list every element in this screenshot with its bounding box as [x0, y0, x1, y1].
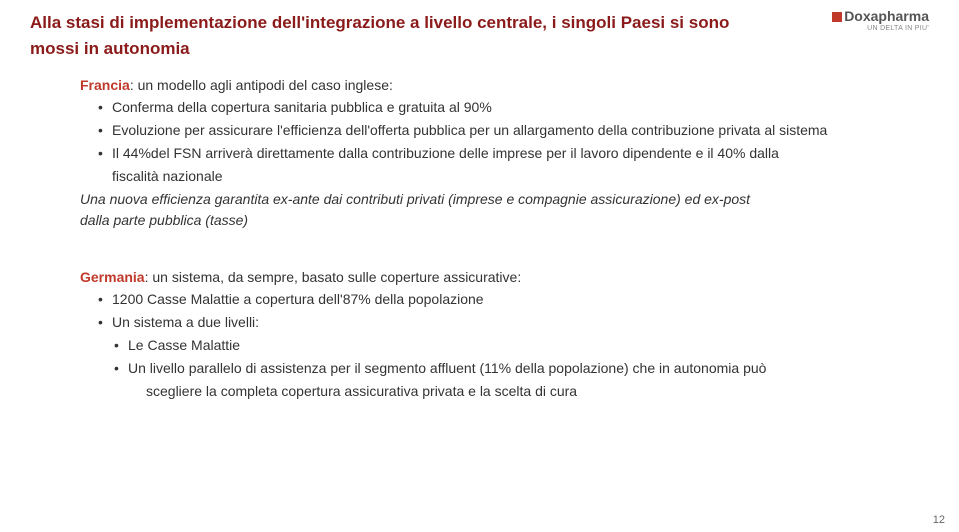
list-item: Conferma della copertura sanitaria pubbl… — [98, 97, 899, 118]
france-concl-line2: dalla parte pubblica (tasse) — [80, 212, 248, 228]
germany-bullets-lvl1: 1200 Casse Malattie a copertura dell'87%… — [80, 289, 899, 333]
france-country-label: Francia — [80, 77, 130, 93]
france-fiscalita-line: fiscalità nazionale — [80, 166, 899, 187]
slide-title: Alla stasi di implementazione dell'integ… — [30, 10, 729, 61]
list-item: Un sistema a due livelli: — [98, 312, 899, 333]
brand-mark-icon — [832, 12, 842, 22]
slide-content: Francia: un modello agli antipodi del ca… — [30, 77, 929, 402]
list-item: Le Casse Malattie — [114, 335, 899, 356]
page-number: 12 — [933, 514, 945, 526]
brand-tagline: UN DELTA IN PIU' — [832, 25, 929, 32]
germany-affluent-cont: scegliere la completa copertura assicura… — [80, 381, 899, 402]
france-bullets: Conferma della copertura sanitaria pubbl… — [80, 97, 899, 164]
france-lead: Francia: un modello agli antipodi del ca… — [80, 77, 899, 93]
brand-name: Doxapharma — [832, 8, 929, 24]
germany-lead-rest: : un sistema, da sempre, basato sulle co… — [145, 269, 522, 285]
list-item: Il 44%del FSN arriverà direttamente dall… — [98, 143, 899, 164]
germany-country-label: Germania — [80, 269, 145, 285]
germany-bullets-lvl2: Le Casse Malattie Un livello parallelo d… — [80, 335, 899, 379]
brand-logo: Doxapharma UN DELTA IN PIU' — [832, 8, 929, 32]
brand-text: Doxapharma — [844, 8, 929, 24]
title-line1: Alla stasi di implementazione dell'integ… — [30, 13, 729, 32]
list-item: Evoluzione per assicurare l'efficienza d… — [98, 120, 899, 141]
france-concl-line1: Una nuova efficienza garantita ex-ante d… — [80, 191, 750, 207]
title-line2: mossi in autonomia — [30, 39, 190, 58]
list-item: 1200 Casse Malattie a copertura dell'87%… — [98, 289, 899, 310]
germany-lead: Germania: un sistema, da sempre, basato … — [80, 269, 899, 285]
france-conclusion: Una nuova efficienza garantita ex-ante d… — [80, 189, 899, 231]
list-item: Un livello parallelo di assistenza per i… — [114, 358, 899, 379]
france-lead-rest: : un modello agli antipodi del caso ingl… — [130, 77, 393, 93]
